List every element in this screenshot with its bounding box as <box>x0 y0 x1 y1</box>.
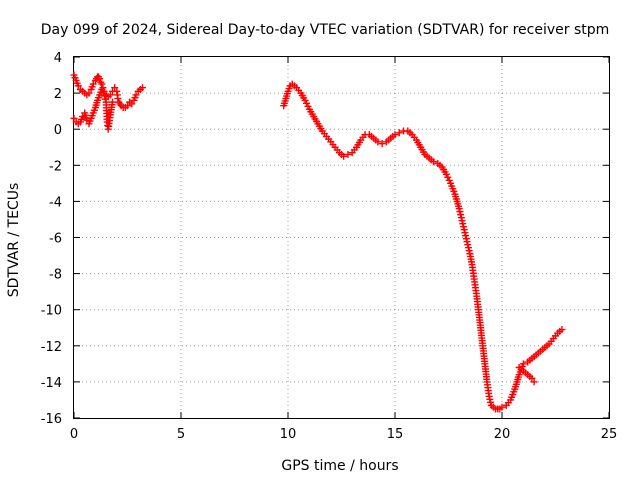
y-tick-label: -12 <box>41 340 62 355</box>
data-point <box>374 138 382 146</box>
y-tick-label: 4 <box>54 51 62 66</box>
data-point <box>89 80 97 88</box>
data-point <box>530 378 538 386</box>
data-point <box>109 98 117 106</box>
data-point <box>124 102 131 110</box>
y-axis: 4 2 0 -2 -4 -6 -8 -10 -12 -14 -16 <box>41 51 609 427</box>
data-point <box>138 84 146 92</box>
x-tick-label: 20 <box>494 427 511 442</box>
data-point <box>111 84 119 92</box>
data-point <box>340 152 348 160</box>
data-point <box>498 403 506 411</box>
chart-title: Day 099 of 2024, Sidereal Day-to-day VTE… <box>41 22 610 38</box>
data-point <box>344 150 352 158</box>
data-marks <box>70 71 566 413</box>
x-tick-label: 5 <box>177 427 185 442</box>
data-point <box>70 114 78 122</box>
x-axis: 0 5 10 15 20 25 <box>70 57 617 442</box>
data-point <box>74 82 82 90</box>
data-point <box>519 360 527 368</box>
data-point <box>114 95 122 103</box>
data-point <box>528 374 536 382</box>
data-point <box>98 85 106 93</box>
y-tick-label: -6 <box>49 232 62 247</box>
x-tick-label: 0 <box>70 427 78 442</box>
y-tick-label: -14 <box>41 376 62 391</box>
data-point <box>395 129 403 137</box>
x-axis-title: GPS time / hours <box>281 458 398 474</box>
x-tick-label: 10 <box>280 427 297 442</box>
y-tick-label: 2 <box>54 87 62 102</box>
x-tick-label: 25 <box>601 427 618 442</box>
data-point <box>378 140 386 148</box>
data-point <box>430 158 438 166</box>
grid <box>74 57 609 418</box>
data-point <box>558 326 566 334</box>
data-point <box>83 116 91 124</box>
y-tick-label: -2 <box>49 159 62 174</box>
y-axis-title: SDTVAR / TECUs <box>6 183 22 298</box>
x-tick-label: 15 <box>387 427 404 442</box>
y-tick-label: -16 <box>41 412 62 427</box>
y-tick-label: -10 <box>41 304 62 319</box>
data-point <box>96 75 104 83</box>
data-point <box>132 91 140 99</box>
data-point <box>128 100 136 108</box>
data-point <box>85 89 93 97</box>
plot-frame <box>73 56 610 419</box>
data-point <box>106 91 114 99</box>
y-tick-label: 0 <box>54 123 62 138</box>
data-point <box>391 131 399 139</box>
y-tick-label: -8 <box>49 268 62 283</box>
y-tick-label: -4 <box>49 195 62 210</box>
